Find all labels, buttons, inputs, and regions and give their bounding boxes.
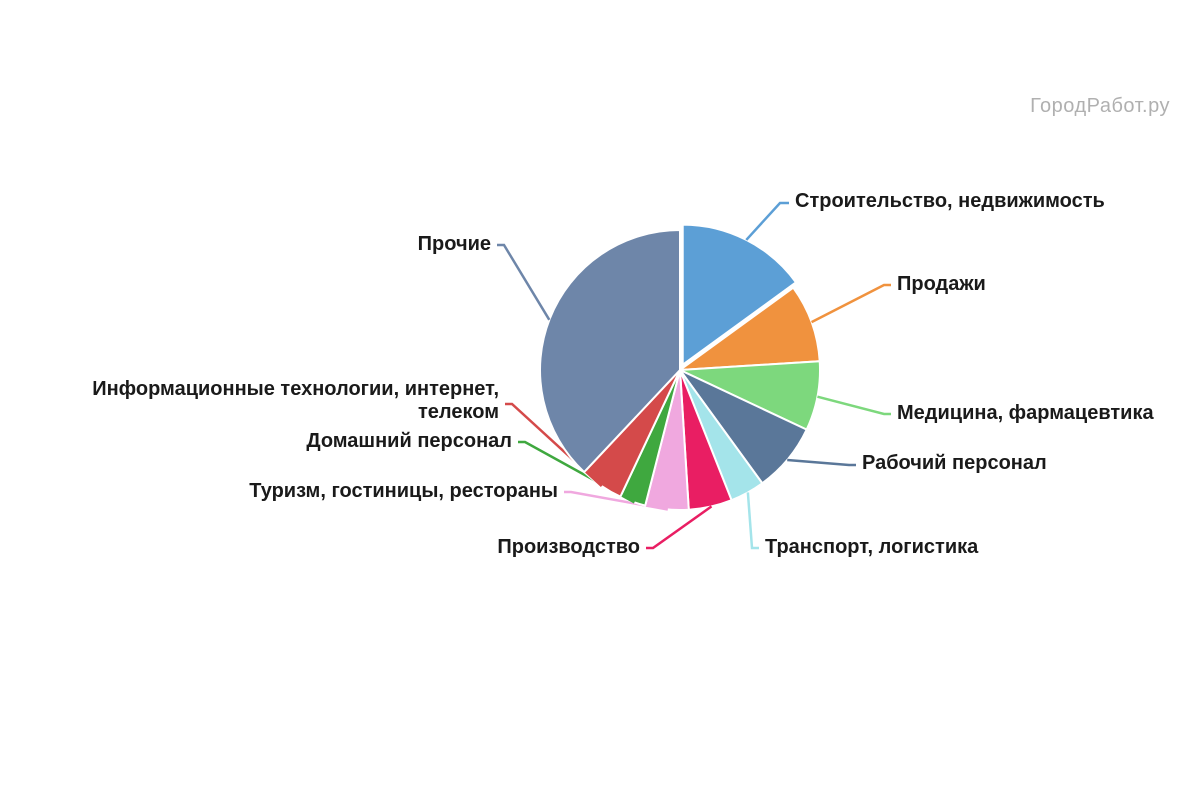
slice-label: Строительство, недвижимость bbox=[795, 190, 1105, 213]
leader-line bbox=[497, 245, 549, 320]
leader-line bbox=[817, 397, 891, 414]
slice-label: Транспорт, логистика bbox=[765, 536, 978, 559]
watermark-text: ГородРабот.ру bbox=[1030, 95, 1170, 118]
leader-line bbox=[787, 460, 856, 465]
slice-label: Туризм, гостиницы, рестораны bbox=[249, 480, 558, 503]
slice-label: Рабочий персонал bbox=[862, 452, 1047, 475]
slice-label: Прочие bbox=[418, 233, 491, 256]
slice-label: Домашний персонал bbox=[306, 430, 512, 453]
leader-line bbox=[746, 203, 789, 240]
slice-label: Информационные технологии, интернет, тел… bbox=[39, 378, 499, 424]
leader-line bbox=[748, 492, 759, 548]
pie-chart-container: Строительство, недвижимость Продажи Медици… bbox=[0, 0, 1200, 800]
slice-label: Производство bbox=[497, 536, 640, 559]
slice-label: Продажи bbox=[897, 273, 986, 296]
leader-line bbox=[812, 285, 891, 322]
slice-label: Медицина, фармацевтика bbox=[897, 402, 1154, 425]
leader-line bbox=[646, 506, 711, 548]
